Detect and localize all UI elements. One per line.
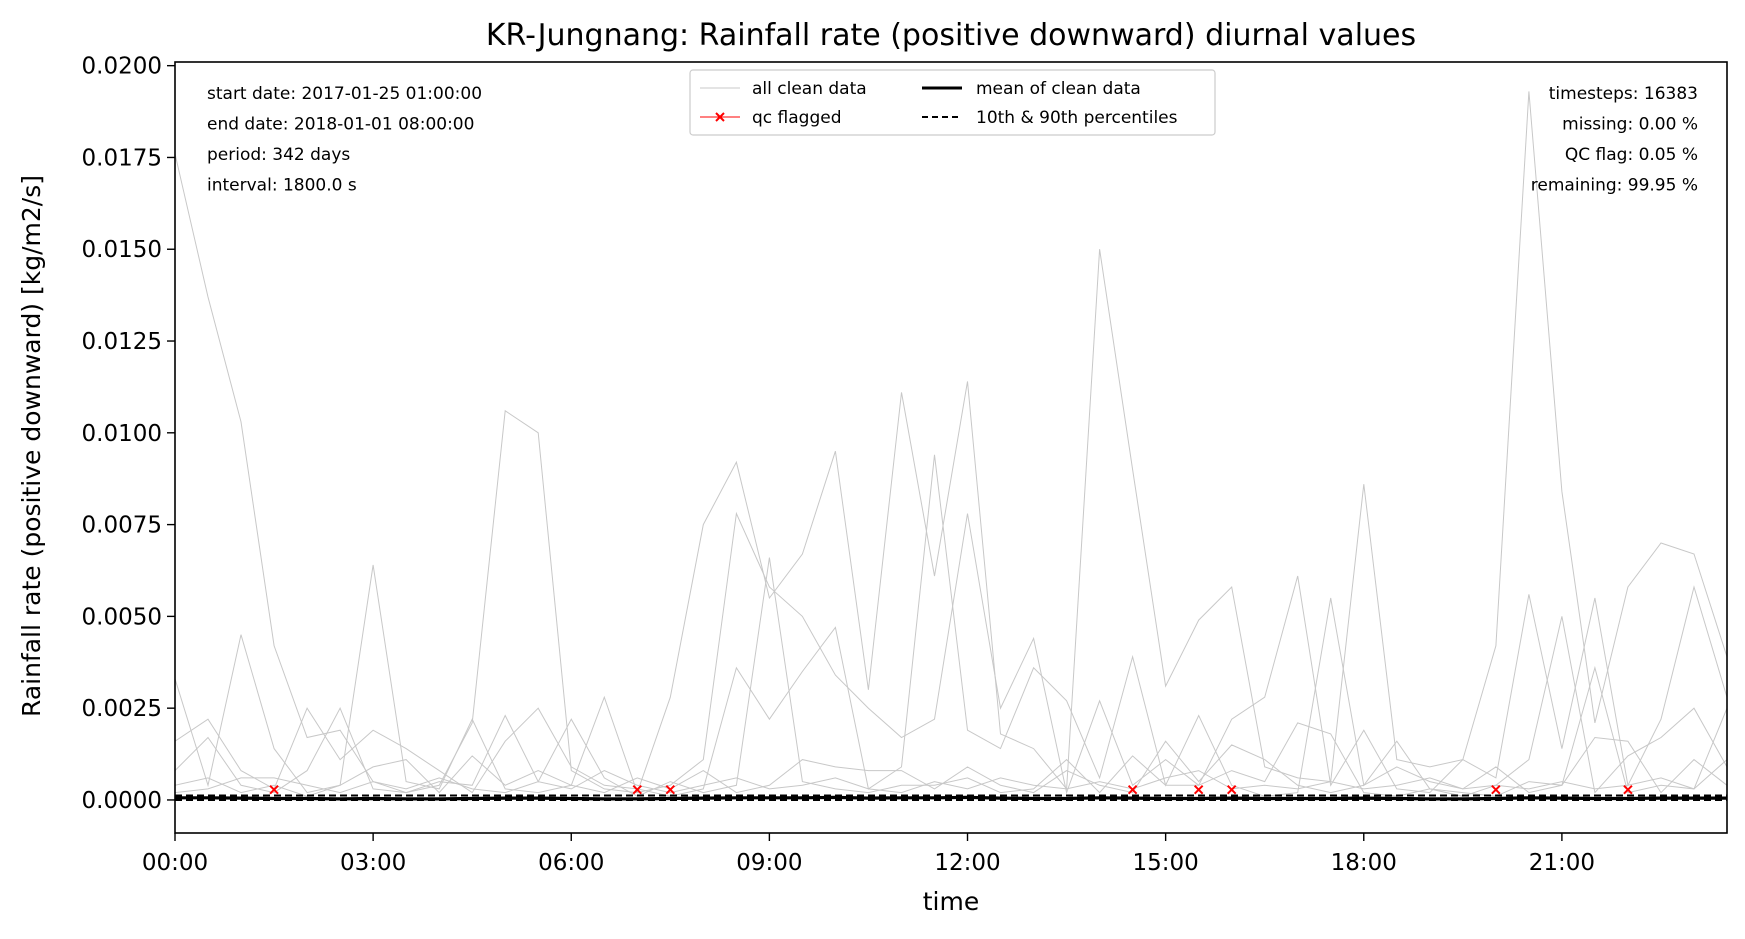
x-tick-label: 18:00 [1331, 850, 1397, 876]
qc-flag-marker-2 [665, 784, 676, 795]
mean-line [175, 795, 1727, 801]
qc-flag-marker-5 [1226, 784, 1237, 795]
x-tick-label: 15:00 [1132, 850, 1198, 876]
x-tick-label: 03:00 [340, 850, 406, 876]
qc-flag-marker-3 [1127, 784, 1138, 795]
y-axis-label: Rainfall rate (positive downward) [kg/m2… [17, 175, 46, 717]
x-tick-label: 12:00 [934, 850, 1000, 876]
qc-flag-marker-6 [1491, 784, 1501, 795]
legend: all clean data qc flagged mean of clean … [689, 69, 1216, 136]
plot-frame [174, 61, 1728, 834]
clean-series-line-0 [175, 91, 1727, 794]
clean-series-line-5 [175, 759, 1727, 794]
clean-series-line-2 [175, 454, 1727, 797]
y-tick-label: 0.0200 [82, 54, 162, 80]
legend-marker-qc [715, 112, 725, 122]
info-left: start date: 2017-01-25 01:00:00 end date:… [207, 84, 482, 196]
y-tick-label: 0.0000 [82, 788, 162, 814]
info-left-line: start date: 2017-01-25 01:00:00 [207, 84, 482, 104]
qc-flag-marker-1 [632, 784, 643, 795]
legend-label-mean: mean of clean data [976, 79, 1141, 99]
series-layer [175, 91, 1727, 801]
y-tick-label: 0.0175 [82, 145, 162, 171]
y-tick-label: 0.0125 [82, 329, 162, 355]
y-tick-label: 0.0150 [82, 237, 162, 263]
y-tick-label: 0.0100 [82, 421, 162, 447]
legend-label-qc: qc flagged [752, 108, 842, 128]
legend-label-percentile: 10th & 90th percentiles [976, 108, 1178, 128]
clean-series-line-3 [175, 557, 1727, 797]
x-axis-label: time [923, 887, 979, 916]
y-tick-label: 0.0050 [82, 604, 162, 630]
y-tick-label: 0.0025 [82, 696, 162, 722]
info-right-line: QC flag: 0.05 % [1565, 145, 1698, 165]
x-tick-label: 06:00 [538, 850, 604, 876]
info-left-line: period: 342 days [207, 145, 350, 165]
legend-label-clean: all clean data [752, 79, 867, 99]
x-tick-label: 00:00 [142, 850, 208, 876]
y-tick-label: 0.0075 [82, 513, 162, 539]
info-right-line: remaining: 99.95 % [1531, 176, 1698, 196]
ticks-layer: 00:00 03:00 06:00 09:00 12:00 15:00 18:00 21:00… [82, 54, 1596, 876]
x-tick-label: 09:00 [736, 850, 802, 876]
info-left-line: interval: 1800.0 s [207, 176, 357, 196]
clean-series-line-4 [175, 736, 1727, 797]
info-left-line: end date: 2018-01-01 08:00:00 [207, 115, 474, 135]
info-right-line: timesteps: 16383 [1549, 84, 1698, 104]
x-tick-label: 21:00 [1529, 850, 1595, 876]
legend-frame [689, 69, 1216, 136]
qc-flag-marker-7 [1623, 784, 1633, 795]
qc-flag-marker-0 [269, 784, 279, 795]
info-right: timesteps: 16383 missing: 0.00 % QC flag: … [1531, 84, 1698, 196]
qc-flag-marker-4 [1193, 784, 1204, 795]
chart-title: KR-Jungnang: Rainfall rate (positive dow… [486, 18, 1416, 53]
info-right-line: missing: 0.00 % [1562, 115, 1698, 135]
